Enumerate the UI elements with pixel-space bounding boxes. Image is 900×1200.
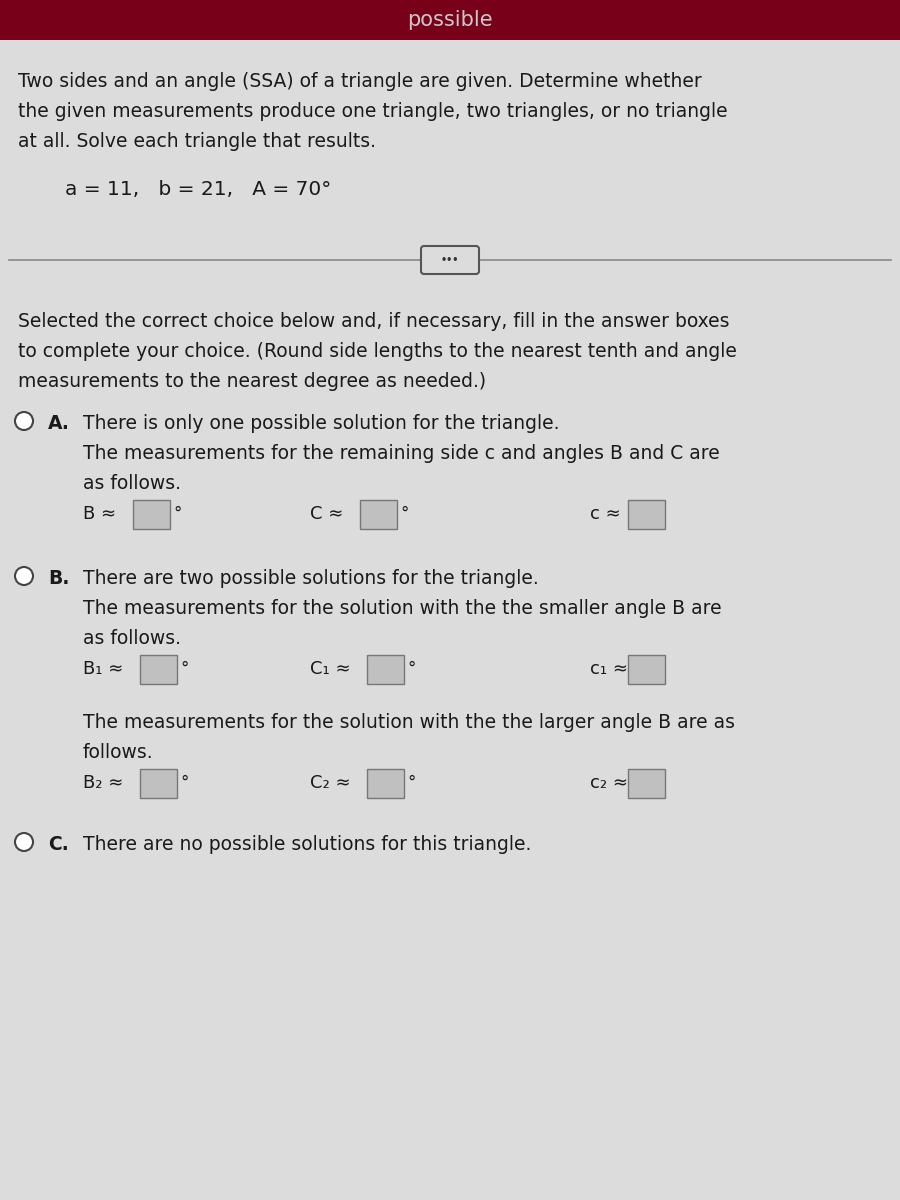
Text: A.: A. [48, 414, 70, 433]
Text: There is only one possible solution for the triangle.: There is only one possible solution for … [83, 414, 560, 433]
Text: Two sides and an angle (SSA) of a triangle are given. Determine whether: Two sides and an angle (SSA) of a triang… [18, 72, 702, 91]
Text: The measurements for the remaining side c and angles B and C are: The measurements for the remaining side … [83, 444, 720, 463]
Text: C₁ ≈: C₁ ≈ [310, 660, 351, 678]
FancyBboxPatch shape [366, 768, 403, 798]
Text: c₂ ≈: c₂ ≈ [590, 774, 628, 792]
Text: °: ° [400, 505, 409, 523]
Text: C₂ ≈: C₂ ≈ [310, 774, 351, 792]
FancyBboxPatch shape [140, 654, 176, 684]
Text: C ≈: C ≈ [310, 505, 344, 523]
Text: C.: C. [48, 835, 68, 854]
FancyBboxPatch shape [132, 499, 169, 528]
FancyBboxPatch shape [627, 654, 664, 684]
Text: °: ° [180, 660, 188, 678]
Text: There are no possible solutions for this triangle.: There are no possible solutions for this… [83, 835, 531, 854]
Text: °: ° [407, 660, 416, 678]
Text: at all. Solve each triangle that results.: at all. Solve each triangle that results… [18, 132, 376, 151]
Text: a = 11,   b = 21,   A = 70°: a = 11, b = 21, A = 70° [65, 180, 331, 199]
FancyBboxPatch shape [627, 499, 664, 528]
FancyBboxPatch shape [627, 768, 664, 798]
Text: c ≈: c ≈ [590, 505, 621, 523]
Text: B.: B. [48, 569, 69, 588]
Circle shape [15, 412, 33, 430]
Text: The measurements for the solution with the the larger angle B are as: The measurements for the solution with t… [83, 713, 735, 732]
Circle shape [15, 566, 33, 584]
Text: °: ° [173, 505, 182, 523]
Circle shape [15, 833, 33, 851]
Text: to complete your choice. (Round side lengths to the nearest tenth and angle: to complete your choice. (Round side len… [18, 342, 737, 361]
Text: c₁ ≈: c₁ ≈ [590, 660, 628, 678]
Text: Selected the correct choice below and, if necessary, fill in the answer boxes: Selected the correct choice below and, i… [18, 312, 730, 331]
Text: B₁ ≈: B₁ ≈ [83, 660, 123, 678]
Text: follows.: follows. [83, 743, 154, 762]
Text: the given measurements produce one triangle, two triangles, or no triangle: the given measurements produce one trian… [18, 102, 727, 121]
Text: The measurements for the solution with the the smaller angle B are: The measurements for the solution with t… [83, 599, 722, 618]
Text: as follows.: as follows. [83, 629, 181, 648]
Text: °: ° [180, 774, 188, 792]
FancyBboxPatch shape [0, 0, 900, 40]
FancyBboxPatch shape [421, 246, 479, 274]
FancyBboxPatch shape [366, 654, 403, 684]
Text: •••: ••• [441, 254, 459, 265]
Text: possible: possible [407, 10, 493, 30]
FancyBboxPatch shape [359, 499, 397, 528]
Text: as follows.: as follows. [83, 474, 181, 493]
Text: B ≈: B ≈ [83, 505, 116, 523]
Text: B₂ ≈: B₂ ≈ [83, 774, 123, 792]
FancyBboxPatch shape [0, 40, 900, 1200]
Text: There are two possible solutions for the triangle.: There are two possible solutions for the… [83, 569, 539, 588]
Text: measurements to the nearest degree as needed.): measurements to the nearest degree as ne… [18, 372, 486, 391]
FancyBboxPatch shape [140, 768, 176, 798]
Text: °: ° [407, 774, 416, 792]
